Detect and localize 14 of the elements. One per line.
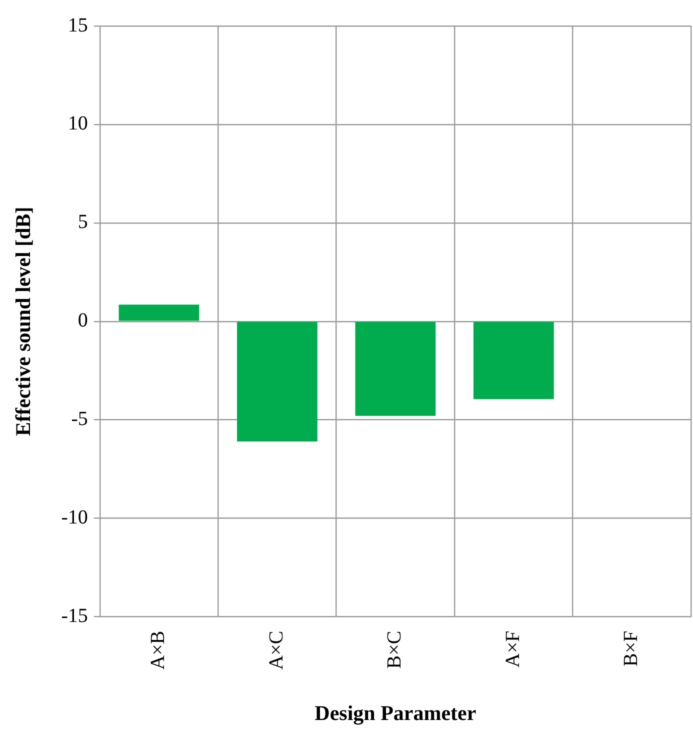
y-tick-label: -10 (61, 506, 88, 529)
x-tick-label: B×F (620, 630, 642, 666)
x-axis-title: Design Parameter (314, 700, 476, 725)
y-tick-label: 10 (68, 112, 88, 135)
y-tick-label: 0 (78, 310, 88, 332)
y-tick-label: 15 (68, 14, 88, 36)
x-tick-label: A×B (147, 630, 170, 670)
y-axis-title: Effective sound level [dB] (11, 206, 36, 436)
y-tick-label: -15 (61, 604, 88, 627)
x-tick-label: B×C (384, 630, 406, 669)
x-tick-label: A×F (502, 630, 524, 668)
x-tick-label: A×C (265, 630, 288, 670)
y-tick-label: -5 (71, 408, 88, 430)
y-tick-label: 5 (78, 211, 88, 234)
